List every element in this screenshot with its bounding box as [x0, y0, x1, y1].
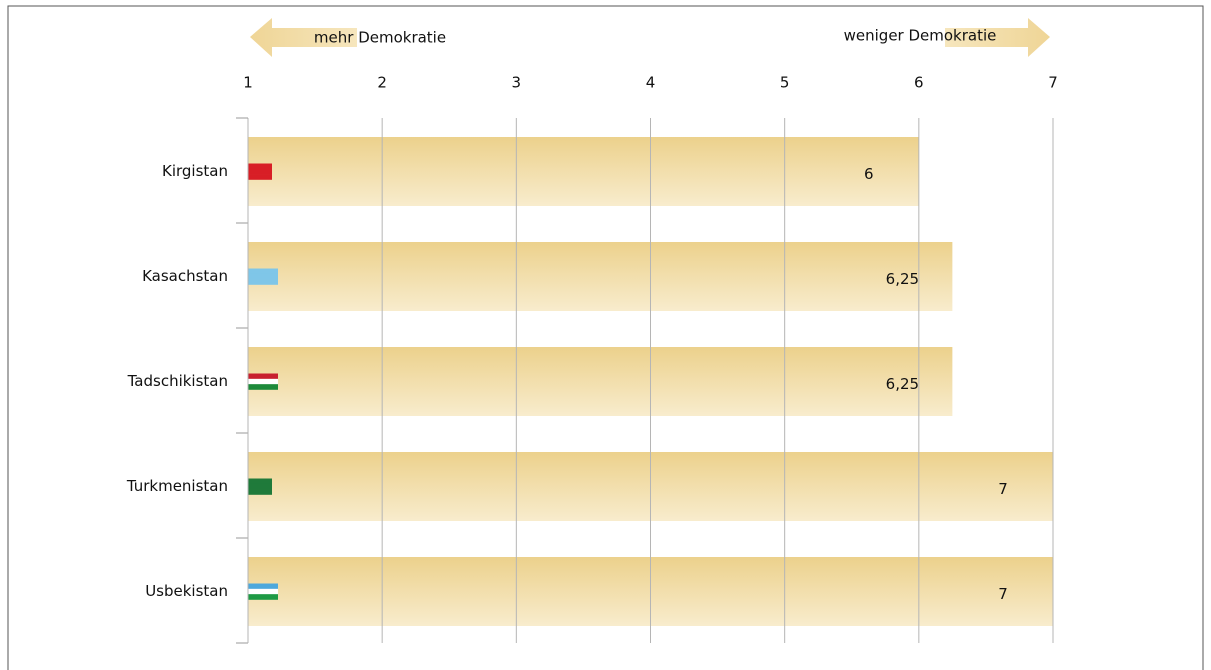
flag — [248, 583, 278, 590]
x-tick-label: 5 — [780, 74, 790, 92]
flag — [248, 163, 272, 170]
value-label: 7 — [998, 585, 1008, 603]
arrow-left — [250, 18, 357, 57]
x-tick-label: 4 — [646, 74, 656, 92]
x-tick-label: 2 — [377, 74, 387, 92]
flag — [248, 384, 278, 390]
flag — [248, 483, 272, 490]
flag — [248, 279, 278, 285]
flag — [248, 489, 272, 495]
flag — [248, 594, 278, 600]
flag — [248, 588, 278, 595]
x-tick-label: 1 — [243, 74, 253, 92]
annotation: weniger Demokratie — [844, 27, 997, 45]
value-label: 6,25 — [886, 270, 919, 288]
bar — [248, 347, 953, 416]
annotation: mehr Demokratie — [314, 29, 446, 47]
x-tick-label: 7 — [1048, 74, 1058, 92]
flag — [248, 168, 272, 175]
flag — [248, 174, 272, 180]
y-tick-label: Turkmenistan — [126, 477, 228, 495]
bar — [248, 242, 953, 311]
flag — [248, 273, 278, 280]
flag — [248, 373, 278, 380]
y-tick-label: Usbekistan — [145, 582, 228, 600]
flag — [248, 378, 278, 385]
x-tick-label: 6 — [914, 74, 924, 92]
value-label: 6 — [864, 165, 874, 183]
value-label: 6,25 — [886, 375, 919, 393]
x-tick-label: 3 — [512, 74, 522, 92]
bar — [248, 137, 919, 206]
flag — [248, 478, 272, 485]
arrow-right — [945, 18, 1050, 57]
frame — [7, 5, 1204, 670]
value-label: 7 — [998, 480, 1008, 498]
y-tick-label: Kasachstan — [142, 267, 228, 285]
flag — [248, 268, 278, 275]
y-tick-label: Kirgistan — [162, 162, 228, 180]
y-tick-label: Tadschikistan — [127, 372, 228, 390]
